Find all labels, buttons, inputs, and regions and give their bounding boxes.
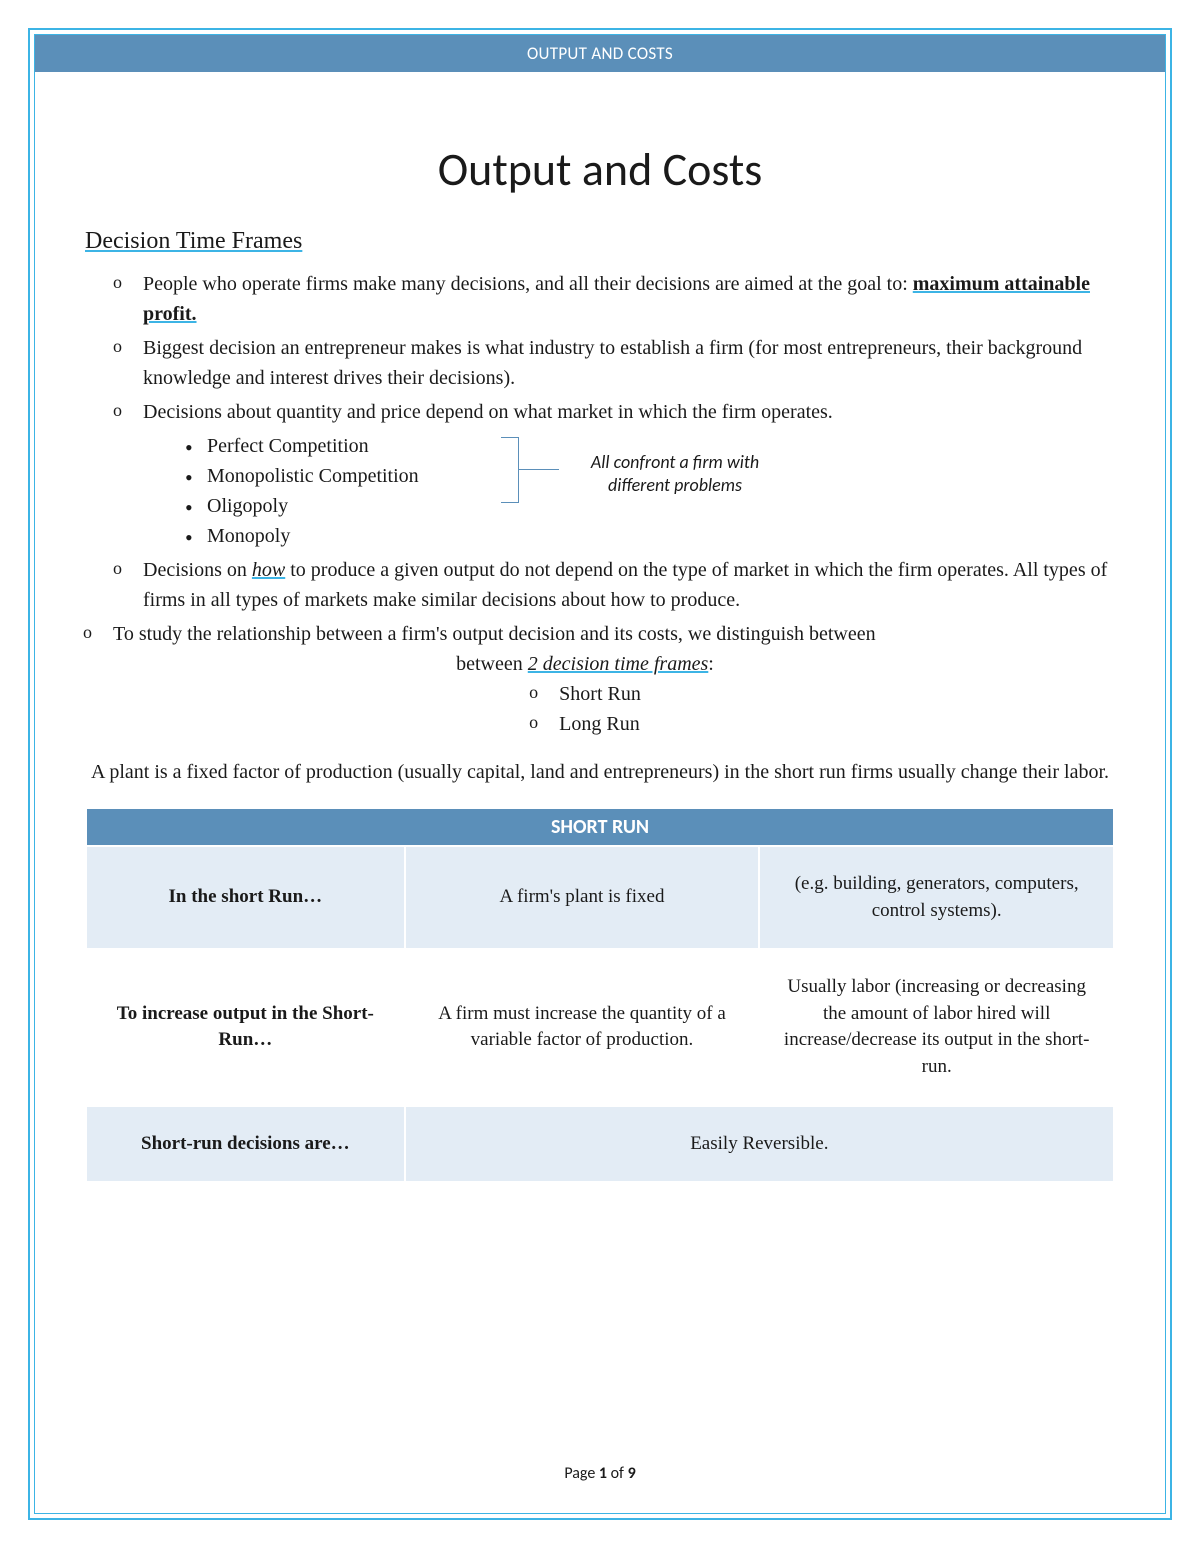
bullet-item: Decisions on how to produce a given outp… — [143, 555, 1115, 615]
text-cont: between — [456, 653, 528, 675]
table-cell: A firm must increase the quantity of a v… — [405, 949, 760, 1105]
section-heading: Decision Time Frames — [85, 228, 1115, 255]
table-cell: A firm's plant is fixed — [405, 846, 760, 949]
text: To study the relationship between a firm… — [113, 623, 876, 645]
short-run-table: SHORT RUN In the short Run… A firm's pla… — [85, 807, 1115, 1183]
footer-mid: of — [607, 1464, 628, 1483]
annotation-connector — [519, 469, 559, 470]
frame-item: Short Run — [529, 679, 641, 709]
italic-underline: how — [252, 559, 285, 581]
bullet-list: People who operate firms make many decis… — [85, 269, 1115, 739]
page-outer-border: OUTPUT AND COSTS Output and Costs Decisi… — [28, 28, 1172, 1520]
plant-note: A plant is a fixed factor of production … — [85, 757, 1115, 787]
text: Decisions about quantity and price depen… — [143, 401, 833, 423]
frame-item: Long Run — [529, 709, 641, 739]
header-bar: OUTPUT AND COSTS — [35, 35, 1165, 72]
page-title: Output and Costs — [85, 142, 1115, 198]
page-inner: OUTPUT AND COSTS Output and Costs Decisi… — [34, 34, 1166, 1514]
annotation-text: All confront a firm with different probl… — [565, 451, 785, 498]
footer-page-num: 1 — [599, 1464, 607, 1483]
table-cell: (e.g. building, generators, computers, c… — [759, 846, 1114, 949]
text: : — [708, 653, 714, 675]
bullet-item: Decisions about quantity and price depen… — [143, 397, 1115, 551]
table-row: To increase output in the Short-Run… A f… — [86, 949, 1114, 1105]
annotation-bracket — [501, 437, 519, 503]
frames-list: Short Run Long Run — [529, 679, 641, 739]
row-label: Short-run decisions are… — [86, 1106, 405, 1183]
row-label: In the short Run… — [86, 846, 405, 949]
footer-total: 9 — [628, 1464, 636, 1483]
row-label: To increase output in the Short-Run… — [86, 949, 405, 1105]
bullet-item: Biggest decision an entrepreneur makes i… — [143, 333, 1115, 393]
page-footer: Page 1 of 9 — [35, 1464, 1165, 1483]
table-row: In the short Run… A firm's plant is fixe… — [86, 846, 1114, 949]
market-types-wrap: Perfect Competition Monopolistic Competi… — [143, 431, 1115, 551]
table-cell: Usually labor (increasing or decreasing … — [759, 949, 1114, 1105]
text: People who operate firms make many decis… — [143, 273, 913, 295]
bullet-item: To study the relationship between a firm… — [113, 619, 1115, 739]
table-cell-merged: Easily Reversible. — [405, 1106, 1114, 1183]
text: Decisions on — [143, 559, 252, 581]
table-header-row: SHORT RUN — [86, 808, 1114, 846]
italic-underline: 2 decision time frames — [528, 653, 709, 675]
bullet-item: People who operate firms make many decis… — [143, 269, 1115, 329]
footer-pre: Page — [564, 1464, 599, 1483]
table-row: Short-run decisions are… Easily Reversib… — [86, 1106, 1114, 1183]
table-header: SHORT RUN — [86, 808, 1114, 846]
sub-item: Monopoly — [207, 521, 1115, 551]
text: to produce a given output do not depend … — [143, 559, 1107, 611]
